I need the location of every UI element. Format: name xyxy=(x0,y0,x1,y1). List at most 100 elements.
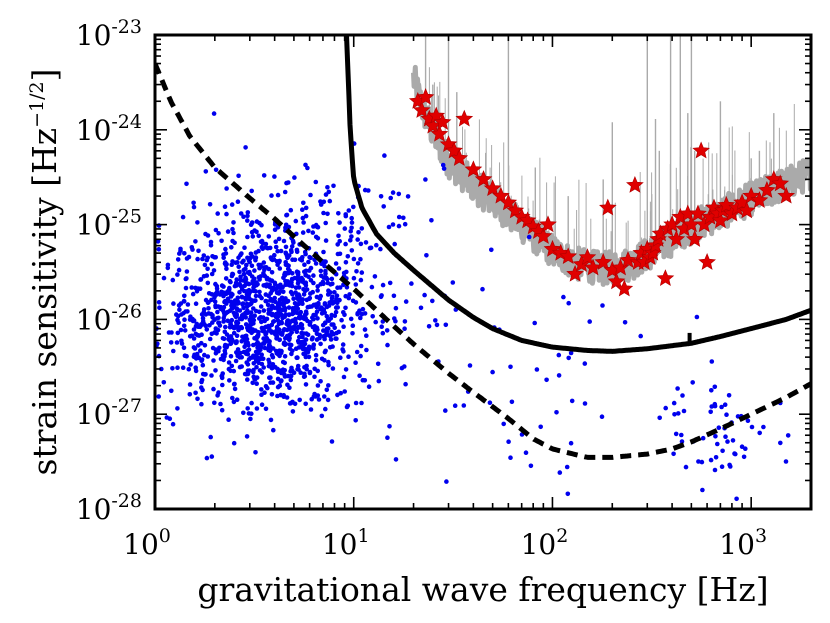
source-dot xyxy=(245,362,251,367)
source-dot xyxy=(405,194,411,199)
source-dot xyxy=(167,416,173,422)
source-dot xyxy=(429,218,434,223)
source-dot xyxy=(370,314,376,319)
source-dot xyxy=(199,401,204,407)
source-dot xyxy=(402,364,407,369)
source-dot xyxy=(440,162,446,168)
source-dot xyxy=(165,265,171,271)
source-dot xyxy=(245,325,250,331)
source-dot xyxy=(174,340,180,345)
source-dot xyxy=(200,256,205,262)
x-tick-label: 100 xyxy=(123,525,171,561)
source-dot xyxy=(308,255,313,261)
source-dot xyxy=(338,390,344,396)
source-dot xyxy=(185,302,191,307)
x-tick-base: 10 xyxy=(521,528,557,561)
sensitivity-curves xyxy=(155,35,811,460)
source-dot xyxy=(315,368,321,374)
source-dot xyxy=(259,387,264,392)
source-dot xyxy=(213,351,219,356)
upper-limit-star xyxy=(416,88,435,105)
source-dot xyxy=(264,275,270,281)
source-dot xyxy=(221,336,227,342)
source-dot xyxy=(229,363,235,369)
source-dot xyxy=(272,252,277,258)
source-dot xyxy=(231,399,237,405)
source-dot xyxy=(278,282,283,288)
source-dot xyxy=(364,333,369,339)
source-dot xyxy=(354,269,359,274)
source-dot xyxy=(198,277,203,282)
source-dot xyxy=(326,318,332,324)
upper-limit-star xyxy=(455,109,474,127)
y-tick-base: 10 xyxy=(76,114,112,147)
source-dot xyxy=(204,257,210,263)
source-dot xyxy=(229,202,235,207)
source-dot xyxy=(544,377,549,383)
source-dot xyxy=(287,342,292,347)
source-dot xyxy=(295,363,301,369)
source-dot xyxy=(245,406,250,411)
source-dot xyxy=(263,406,269,412)
source-dot xyxy=(180,365,186,371)
source-dot xyxy=(250,281,255,286)
source-dot xyxy=(245,348,250,354)
source-dot xyxy=(335,300,340,306)
source-dot xyxy=(270,362,276,367)
source-dot xyxy=(391,293,397,299)
source-dot xyxy=(314,337,320,342)
source-dot xyxy=(217,323,223,328)
source-dot xyxy=(357,308,362,314)
source-dot xyxy=(353,360,358,366)
source-dot xyxy=(343,241,348,247)
source-dot xyxy=(231,330,237,336)
source-dot xyxy=(224,344,229,350)
source-dot xyxy=(785,433,791,438)
source-dot xyxy=(258,304,264,309)
source-dot xyxy=(336,211,341,216)
source-dot xyxy=(302,262,307,268)
source-dot xyxy=(359,311,365,317)
x-axis-label: gravitational wave frequency [Hz] xyxy=(197,570,768,609)
source-dot xyxy=(672,412,677,417)
source-dot xyxy=(303,382,309,387)
source-dot xyxy=(487,400,493,406)
source-dot xyxy=(566,300,571,306)
source-dot xyxy=(226,336,231,342)
source-dot xyxy=(285,298,291,304)
source-dot xyxy=(325,211,330,217)
source-dot xyxy=(246,291,252,296)
source-dot xyxy=(316,397,322,402)
source-dot xyxy=(189,245,195,250)
source-dot xyxy=(208,239,214,245)
source-dot xyxy=(293,346,299,352)
source-dot xyxy=(261,341,266,346)
source-dot xyxy=(289,249,294,255)
source-dot xyxy=(203,231,208,237)
source-dot xyxy=(353,300,359,305)
source-dot xyxy=(230,238,235,244)
upper-limit-star xyxy=(626,176,644,193)
source-dot xyxy=(299,275,304,281)
source-dot xyxy=(730,438,736,443)
source-dot xyxy=(501,421,507,427)
source-dot xyxy=(713,434,718,439)
source-dot xyxy=(300,297,306,302)
source-dot xyxy=(169,388,174,394)
source-dot xyxy=(176,320,181,326)
source-dot xyxy=(220,308,226,313)
source-dot xyxy=(242,371,248,377)
source-dot xyxy=(402,319,408,324)
source-dot xyxy=(202,262,208,268)
source-dot xyxy=(329,329,334,335)
y-tick-exponent: -24 xyxy=(111,111,142,133)
axis-ticks xyxy=(154,35,812,510)
source-dot xyxy=(222,348,228,354)
source-dot xyxy=(181,345,187,351)
source-dot xyxy=(266,266,272,272)
source-dot xyxy=(568,350,574,356)
source-dot xyxy=(258,347,263,353)
source-dot xyxy=(390,222,396,227)
source-dot xyxy=(275,303,281,308)
source-dot xyxy=(159,366,164,372)
